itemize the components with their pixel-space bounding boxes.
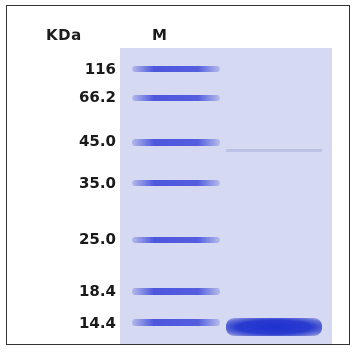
marker-lane-label: M (152, 26, 168, 44)
marker-band-25-0 (132, 237, 220, 243)
mw-label-35-0: 35.0 (78, 174, 116, 192)
mw-label-14-4: 14.4 (78, 314, 116, 332)
mw-label-18-4: 18.4 (78, 282, 116, 300)
mw-label-116: 116 (84, 60, 116, 78)
marker-band-14-4 (132, 319, 220, 326)
sample-protein-band (226, 318, 322, 336)
marker-band-45-0 (132, 139, 220, 146)
marker-band-35-0 (132, 180, 220, 186)
marker-band-18-4 (132, 288, 220, 295)
gel-image (120, 48, 332, 344)
sample-faint-band (226, 149, 322, 152)
marker-band-116 (132, 66, 220, 72)
unit-label: KDa (46, 26, 82, 44)
marker-band-66-2 (132, 95, 220, 101)
mw-label-45-0: 45.0 (78, 132, 116, 150)
mw-label-66-2: 66.2 (78, 88, 116, 106)
mw-label-25-0: 25.0 (78, 230, 116, 248)
